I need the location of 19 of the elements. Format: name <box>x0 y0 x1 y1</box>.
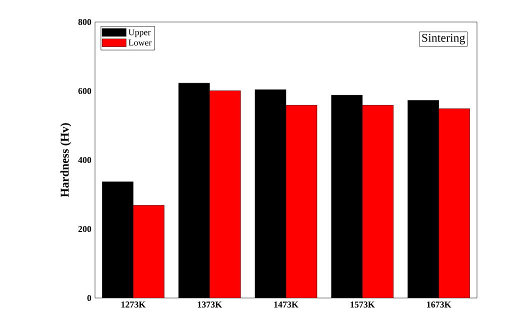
y-tick-label: 400 <box>78 156 92 164</box>
y-tick-label: 0 <box>87 294 92 302</box>
bar <box>438 108 470 298</box>
bar <box>210 90 241 298</box>
x-tick-label: 1373K <box>198 302 222 308</box>
bar <box>133 205 164 298</box>
y-tick-label: 800 <box>78 18 92 26</box>
bar <box>286 105 317 298</box>
y-tick-label: 600 <box>78 88 92 94</box>
y-tick-label: 200 <box>78 226 92 232</box>
x-tick-label: 1673K <box>427 302 452 308</box>
x-tick-label: 1473K <box>274 302 298 308</box>
bar <box>362 105 394 298</box>
legend-label: Upper <box>128 29 151 38</box>
annotation: Sintering <box>422 34 466 44</box>
x-tick-label: 1573K <box>350 302 375 308</box>
legend-label: Lower <box>128 40 152 46</box>
x-tick-label: 1273K <box>121 302 146 308</box>
y-axis-title: Hardness (Hv) <box>60 123 72 198</box>
